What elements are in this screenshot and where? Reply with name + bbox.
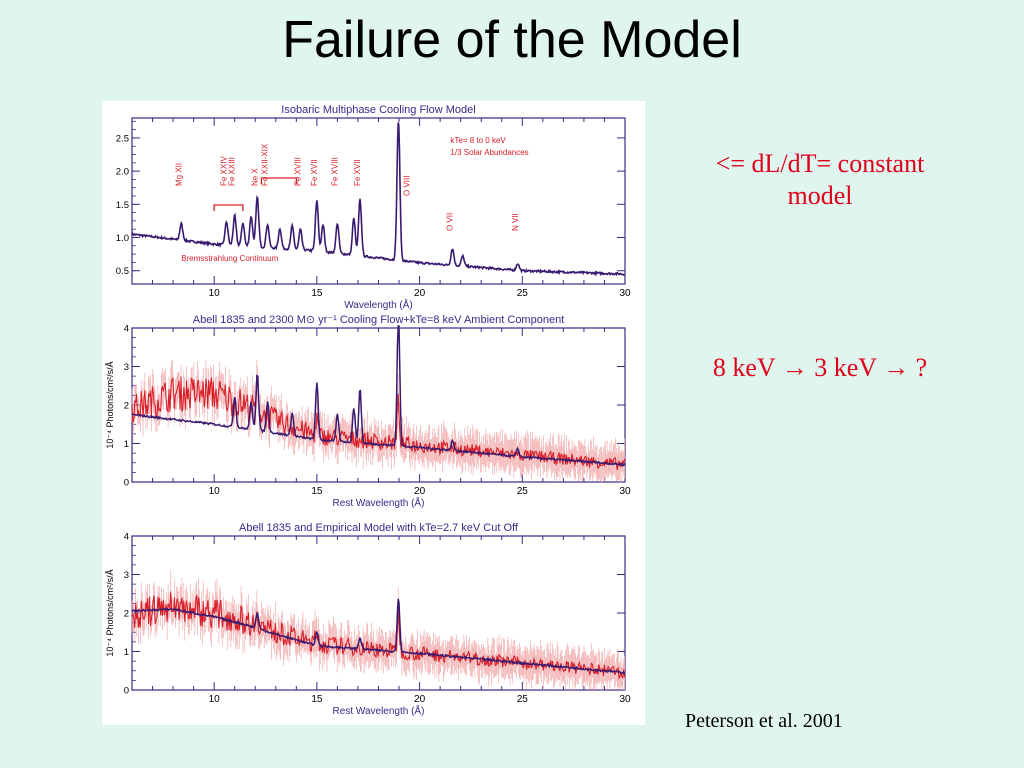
panel-0-xtick-label: 10 xyxy=(209,288,221,299)
panel-0-xlabel: Wavelength (Å) xyxy=(344,298,413,311)
panel-1-model-line xyxy=(131,325,626,467)
emission-line-label: Ne X xyxy=(250,168,259,186)
panel-1-ytick-label: 4 xyxy=(124,324,129,335)
panel-1-ylabel: 10⁻⁴ Photons/cm²/s/Å xyxy=(105,361,115,448)
emission-line-label: Mg XII xyxy=(174,163,183,186)
panel-1-ytick-label: 0 xyxy=(124,478,129,489)
emission-line-label: Fe XVII xyxy=(353,159,362,186)
legend-line-1: kTe= 8 to 0 keV xyxy=(450,136,506,145)
emission-line-label: Fe XXIII xyxy=(228,157,237,186)
panel-0-xtick-label: 20 xyxy=(414,288,426,299)
emission-line-label: Fe XXII-XIX xyxy=(261,143,270,186)
panel-2-ytick-label: 2 xyxy=(124,609,129,620)
panel-1-xtick-label: 30 xyxy=(619,486,631,497)
panel-0-ytick-label: 2.0 xyxy=(116,167,129,178)
panel-1-ytick-label: 1 xyxy=(124,439,129,450)
panel-0-xtick-label: 15 xyxy=(311,288,323,299)
emission-line-label: Fe XVII xyxy=(310,159,319,186)
citation: Peterson et al. 2001 xyxy=(685,710,843,732)
panel-2-ylabel: 10⁻⁴ Photons/cm²/s/Å xyxy=(105,569,115,656)
panel-0-xtick-label: 30 xyxy=(619,288,631,299)
panel-1-observed-line xyxy=(131,376,626,471)
panel-1-ytick-label: 2 xyxy=(124,401,129,412)
emission-line-label: O VIII xyxy=(402,176,411,196)
panel-1-xtick-label: 25 xyxy=(517,486,529,497)
model-spectrum-line xyxy=(131,122,625,277)
panel-1-xtick-label: 10 xyxy=(209,486,221,497)
continuum-label: Bremsstrahlung Continuum xyxy=(181,254,278,263)
panel-2-xtick-label: 10 xyxy=(209,694,221,705)
emission-line-label: N VII xyxy=(511,213,520,231)
panel-0-title: Isobaric Multiphase Cooling Flow Model xyxy=(281,104,475,116)
spectra-svg: Isobaric Multiphase Cooling Flow Model10… xyxy=(105,104,631,717)
panel-2-title: Abell 1835 and Empirical Model with kTe=… xyxy=(239,522,519,534)
panel-1-xtick-label: 20 xyxy=(414,486,426,497)
model-note-line1: <= dL/dT= constant xyxy=(715,149,925,178)
temperature-note: 8 keV → 3 keV → ? xyxy=(712,353,928,382)
panel-1-ytick-label: 3 xyxy=(124,362,129,373)
panel-2-ytick-label: 3 xyxy=(124,570,129,581)
panel-1-xtick-label: 15 xyxy=(311,486,323,497)
panel-0-ytick-label: 1.0 xyxy=(116,233,129,244)
panel-2-model-line xyxy=(131,598,626,675)
emission-line-label: Fe XVIII xyxy=(330,157,339,186)
panel-2-xtick-label: 15 xyxy=(311,694,323,705)
panel-0-ytick-label: 0.5 xyxy=(116,266,129,277)
panel-2-ytick-label: 0 xyxy=(124,686,129,697)
panel-2-xtick-label: 30 xyxy=(619,694,631,705)
panel-2-error-bars xyxy=(131,570,625,690)
legend-line-2: 1/3 Solar Abundances xyxy=(450,148,528,157)
model-note: <= dL/dT= constant model xyxy=(655,148,985,212)
emission-line-label: Fe XVIII xyxy=(293,157,302,186)
emission-line-label: O VII xyxy=(445,213,454,231)
panel-2-xtick-label: 20 xyxy=(414,694,426,705)
panel-2-xlabel: Rest Wavelength (Å) xyxy=(333,704,425,717)
model-note-line2: model xyxy=(787,181,853,210)
panel-0-ytick-label: 1.5 xyxy=(116,200,129,211)
panel-2-ytick-label: 1 xyxy=(124,647,129,658)
panel-2-xtick-label: 25 xyxy=(517,694,529,705)
fe-bracket-1 xyxy=(213,204,244,211)
fe-bracket-2 xyxy=(260,177,297,184)
spectra-figure: Isobaric Multiphase Cooling Flow Model 10… xyxy=(102,101,645,725)
panel-0-xtick-label: 25 xyxy=(517,288,529,299)
slide-title: Failure of the Model xyxy=(282,11,742,69)
panel-2-ytick-label: 4 xyxy=(124,532,129,543)
panel-2-observed-line xyxy=(131,591,626,680)
panel-0-ytick-label: 2.5 xyxy=(116,133,129,144)
panel-1-error-bars xyxy=(131,359,625,482)
panel-1-title: Abell 1835 and 2300 M⊙ yr⁻¹ Cooling Flow… xyxy=(193,314,565,326)
panel-1-xlabel: Rest Wavelength (Å) xyxy=(333,496,425,509)
emission-line-label: Fe XXIV xyxy=(219,156,228,186)
